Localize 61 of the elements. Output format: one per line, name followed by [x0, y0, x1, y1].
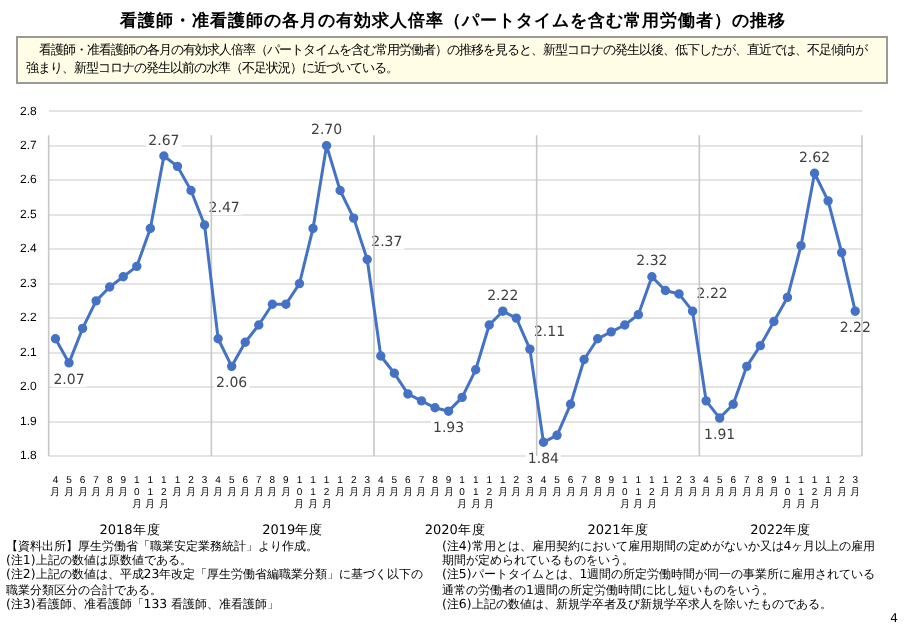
point	[728, 399, 738, 409]
point	[132, 261, 142, 272]
point	[457, 392, 467, 403]
point	[145, 223, 156, 234]
point	[755, 340, 766, 351]
point	[186, 185, 196, 196]
point	[267, 299, 278, 309]
point	[443, 406, 454, 416]
chart-title: 看護師・准看護師の各月の有効求人倍率（パートタイムを含む常用労働者）の推移	[118, 10, 788, 34]
point	[104, 282, 115, 292]
point	[796, 240, 806, 251]
point	[769, 316, 779, 327]
point	[281, 299, 291, 309]
point	[376, 351, 386, 361]
point	[850, 306, 860, 316]
point	[77, 323, 88, 334]
point	[118, 272, 128, 282]
point	[294, 278, 305, 289]
point	[470, 365, 481, 375]
point	[199, 220, 210, 230]
point	[91, 296, 101, 306]
point	[647, 272, 657, 282]
point	[498, 306, 508, 316]
point	[538, 437, 549, 447]
point	[308, 223, 318, 234]
point	[742, 361, 752, 372]
point	[416, 396, 427, 406]
point	[511, 313, 522, 323]
point	[620, 320, 630, 330]
point	[226, 361, 237, 372]
point	[240, 337, 250, 347]
point	[687, 306, 698, 316]
point	[674, 289, 684, 299]
point	[660, 285, 671, 296]
point	[579, 354, 589, 365]
point	[403, 389, 413, 399]
point	[782, 292, 793, 303]
point	[50, 334, 61, 344]
point	[565, 399, 576, 409]
point	[64, 358, 74, 368]
point	[809, 168, 820, 178]
point	[606, 327, 616, 337]
point	[389, 368, 400, 378]
point	[321, 140, 332, 151]
point	[836, 247, 847, 258]
point	[172, 161, 183, 172]
point	[254, 320, 264, 330]
point	[701, 396, 711, 406]
point	[348, 213, 359, 223]
point	[633, 309, 644, 320]
point	[362, 254, 372, 265]
point	[159, 151, 169, 161]
point	[823, 196, 833, 206]
point	[213, 334, 223, 344]
point	[552, 430, 562, 441]
point	[484, 320, 494, 330]
point	[430, 403, 440, 413]
point	[714, 413, 725, 423]
point	[335, 185, 345, 196]
point	[592, 334, 603, 344]
point	[525, 344, 535, 354]
